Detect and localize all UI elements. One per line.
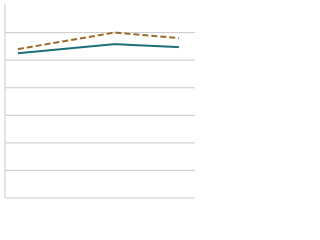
series-line <box>17 43 179 55</box>
chart <box>4 4 195 199</box>
series-line <box>17 31 179 51</box>
